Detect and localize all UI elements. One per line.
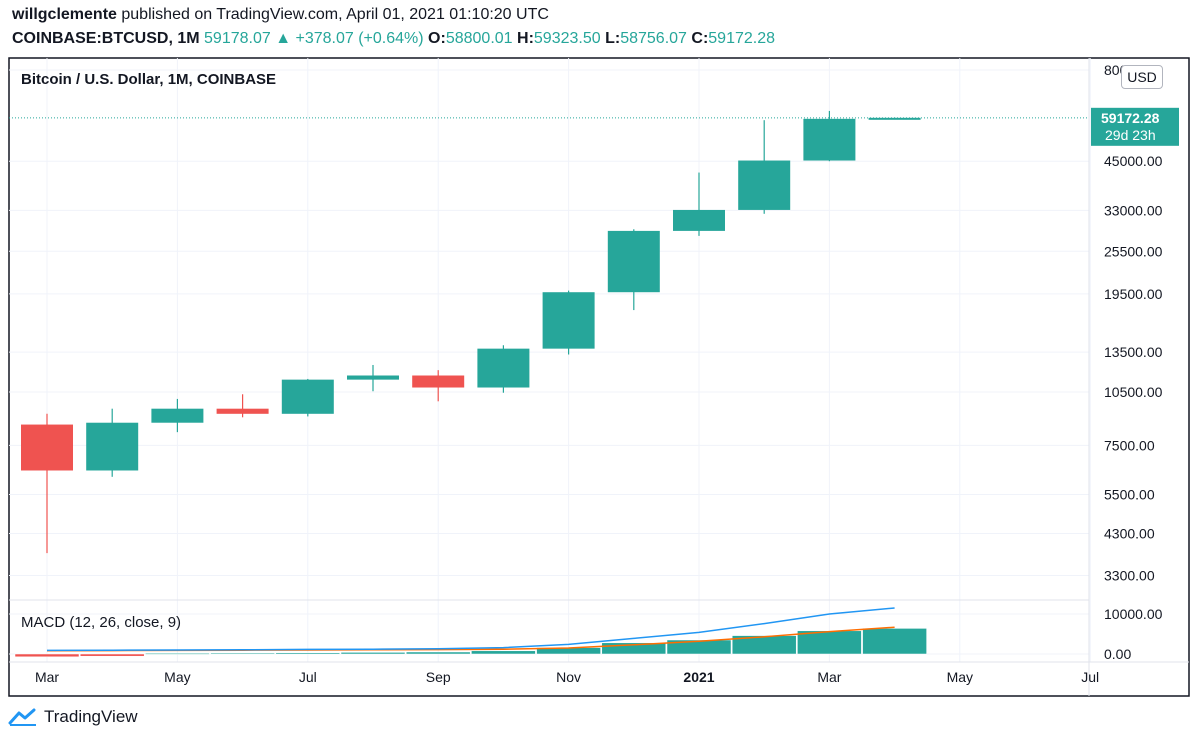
candle-body <box>86 422 139 471</box>
author-name[interactable]: willgclemente <box>12 6 117 23</box>
time-axis-labels: Mar May Jul Sep Nov 2021 Mar May Jul <box>35 669 1099 685</box>
macd-line <box>46 607 895 652</box>
chart-frame <box>8 57 1190 697</box>
price-axis-labels: 3300.00 4300.00 5500.00 7500.00 10500.00 1350… <box>1104 62 1163 662</box>
macd-tick-label: 10000.00 <box>1104 606 1163 622</box>
candle-body <box>673 209 725 231</box>
macd-histogram-bar <box>731 635 797 655</box>
macd-histogram-bar <box>797 630 862 655</box>
high-value: 59323.50 <box>533 30 601 47</box>
macd-histogram-bar <box>862 628 927 655</box>
publish-info: willgclemente published on TradingView.c… <box>12 6 549 24</box>
macd-histogram-bar <box>471 650 536 655</box>
time-tick-label: Nov <box>556 669 581 685</box>
price-change: +378.07 (+0.64%) <box>295 30 424 47</box>
price-tick-label: 13500.00 <box>1104 344 1163 360</box>
countdown-label: 29d 23h <box>1105 127 1156 143</box>
price-tick-label: 7500.00 <box>1104 437 1155 453</box>
candle-body <box>216 408 269 414</box>
time-tick-label: Jul <box>299 669 317 685</box>
last-price-marker: 59172.28 29d 23h <box>1091 107 1179 146</box>
price-tick-label: 45000.00 <box>1104 153 1163 169</box>
open-label: O: <box>428 30 446 47</box>
low-value: 58756.07 <box>620 30 687 47</box>
time-tick-label: May <box>947 669 973 685</box>
candle-body <box>347 375 399 380</box>
price-tick-label: 25500.00 <box>1104 243 1163 259</box>
grid-lines <box>9 58 1091 662</box>
open-value: 58800.01 <box>445 30 513 47</box>
last-price: 59178.07 <box>204 30 271 47</box>
macd-tick-label: 0.00 <box>1104 646 1131 662</box>
close-label: C: <box>691 30 709 47</box>
tradingview-brand[interactable]: TradingView <box>44 707 138 726</box>
candle-body <box>21 424 73 471</box>
time-tick-label: 2021 <box>683 669 714 685</box>
candle-body <box>868 117 921 120</box>
macd-histogram-bar <box>79 653 145 657</box>
macd-histogram-bar <box>601 642 667 655</box>
candle-body <box>542 292 595 349</box>
candle-body <box>151 408 204 423</box>
candle-body <box>477 348 530 388</box>
time-tick-label: Mar <box>817 669 841 685</box>
macd-histogram-bar <box>405 651 471 655</box>
price-tick-label: 5500.00 <box>1104 487 1155 503</box>
symbol-label: COINBASE:BTCUSD, 1M <box>12 30 200 47</box>
price-tick-label: 19500.00 <box>1104 286 1163 302</box>
time-tick-label: May <box>164 669 190 685</box>
macd-histogram-bar <box>210 652 275 655</box>
candle-body <box>738 160 791 210</box>
macd-group <box>14 607 927 658</box>
high-label: H: <box>517 30 534 47</box>
published-text: published on TradingView.com, April 01, … <box>121 6 549 23</box>
candle-body <box>412 375 465 388</box>
up-arrow-icon: ▲ <box>275 30 292 47</box>
symbol-ohlc-line: COINBASE:BTCUSD, 1M 59178.07 ▲ +378.07 (… <box>12 30 775 48</box>
currency-button[interactable]: USD <box>1121 65 1163 89</box>
tradingview-footer: TradingView <box>8 707 138 727</box>
time-tick-label: Jul <box>1081 669 1099 685</box>
price-tick-label: 3300.00 <box>1104 568 1155 584</box>
candle-body <box>607 230 660 293</box>
time-tick-label: Sep <box>426 669 451 685</box>
close-value: 59172.28 <box>708 30 776 47</box>
macd-histogram-bar <box>340 652 406 655</box>
candle-body <box>281 379 334 414</box>
candles-group <box>21 110 921 554</box>
macd-histogram-bar <box>666 639 732 655</box>
chart-title: Bitcoin / U.S. Dollar, 1M, COINBASE <box>21 71 276 88</box>
last-price-label: 59172.28 <box>1101 110 1160 126</box>
low-label: L: <box>605 30 621 47</box>
candle-body <box>803 118 856 161</box>
tradingview-logo-icon <box>8 708 36 726</box>
last-price-box <box>1091 107 1179 146</box>
price-tick-label: 10500.00 <box>1104 384 1163 400</box>
macd-histogram-bar <box>275 652 341 655</box>
time-tick-label: Mar <box>35 669 59 685</box>
macd-histogram-bar <box>145 653 210 655</box>
price-tick-label: 33000.00 <box>1104 202 1163 218</box>
price-tick-label: 4300.00 <box>1104 526 1155 542</box>
macd-histogram-bar <box>14 653 80 658</box>
macd-title: MACD (12, 26, close, 9) <box>21 614 181 631</box>
